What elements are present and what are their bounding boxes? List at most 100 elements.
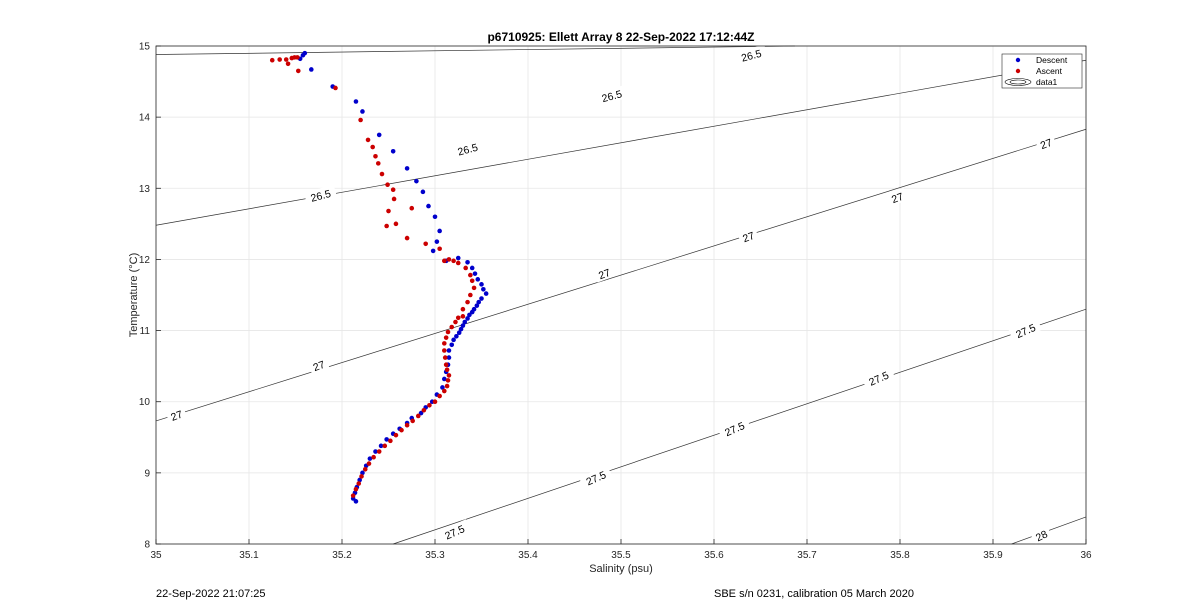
- descent-point: [472, 271, 478, 276]
- descent-point: [376, 132, 382, 138]
- legend-marker: [1015, 57, 1021, 63]
- ascent-point: [386, 208, 391, 214]
- density-contours: 26.5 26.5 26.5 26.5 27 27 27 27 27 27 27.5 27.5 27.5…: [155, 44, 1087, 545]
- descent-point: [414, 178, 419, 184]
- ascent-point: [437, 246, 442, 252]
- descent-point: [469, 309, 475, 315]
- descent-point: [360, 109, 365, 114]
- ascent-point: [393, 221, 399, 227]
- descent-point: [360, 470, 365, 476]
- ascent-point: [446, 373, 452, 378]
- y-tick-label: 10: [139, 397, 151, 408]
- descent-point: [309, 67, 314, 72]
- ascent-point: [444, 367, 450, 373]
- ascent-point: [442, 348, 447, 353]
- contour-label: 28: [1030, 525, 1053, 545]
- legend-marker: [1015, 68, 1021, 74]
- descent-point: [481, 287, 486, 292]
- descent-point: [456, 330, 462, 336]
- y-tick-label: 11: [140, 326, 151, 337]
- x-tick-label: 35.4: [518, 550, 538, 561]
- legend-label: Descent: [1036, 55, 1068, 65]
- series-descent: [297, 50, 489, 504]
- contour-label: 27: [737, 226, 760, 246]
- ascent-point: [415, 413, 421, 419]
- ascent-point: [370, 144, 375, 150]
- descent-point: [469, 265, 475, 271]
- contour-label-bg: [165, 405, 188, 425]
- descent-point: [465, 259, 470, 265]
- ascent-point: [460, 314, 466, 319]
- ascent-point: [285, 61, 291, 67]
- ascent-point: [371, 454, 376, 460]
- ascent-point: [443, 362, 449, 368]
- ascent-point: [460, 306, 466, 312]
- ascent-point: [350, 493, 356, 498]
- grid: [155, 45, 1087, 545]
- descent-point: [479, 296, 484, 301]
- contour-label-bg: [734, 44, 768, 66]
- ascent-point: [432, 399, 438, 405]
- descent-point: [451, 337, 456, 343]
- ascent-point: [277, 57, 282, 62]
- descent-point: [455, 255, 461, 261]
- descent-point: [390, 148, 396, 154]
- contour-label-bg: [1008, 317, 1043, 343]
- footer-calibration: SBE s/n 0231, calibration 05 March 2020: [714, 588, 914, 600]
- ascent-point: [468, 272, 473, 278]
- ascent-point: [442, 388, 447, 394]
- contour-label: 27: [307, 355, 330, 375]
- contour-label: 26.5: [303, 184, 338, 206]
- contour-label: 27.5: [1008, 317, 1043, 343]
- descent-point: [465, 316, 470, 321]
- descent-point: [474, 303, 480, 308]
- contour-label-bg: [578, 465, 613, 490]
- contour-label-bg: [1030, 525, 1053, 545]
- ascent-point: [453, 319, 458, 325]
- ascent-point: [390, 187, 396, 193]
- descent-point: [449, 342, 455, 348]
- descent-point: [418, 410, 424, 416]
- contour-label-text: 27: [169, 408, 184, 423]
- x-tick-label: 35: [150, 550, 162, 561]
- contour-label: 26.5: [595, 85, 629, 106]
- ascent-point: [442, 258, 447, 264]
- descent-point: [434, 239, 440, 244]
- x-tick-label: 35.5: [611, 550, 631, 561]
- ascent-point: [353, 486, 359, 492]
- contour-label: 27: [886, 187, 908, 207]
- ascent-point: [365, 137, 371, 143]
- y-tick-label: 13: [139, 184, 151, 195]
- ascent-point: [283, 57, 289, 62]
- ascent-point: [333, 85, 338, 91]
- contour-label: 27.5: [717, 416, 751, 441]
- contour-label: 27.5: [578, 465, 613, 490]
- ascent-point: [382, 443, 388, 449]
- descent-point: [426, 203, 431, 209]
- contour-label-text: 27: [890, 191, 905, 206]
- ascent-point: [393, 432, 399, 438]
- chart-title: p6710925: Ellett Array 8 22-Sep-2022 17:…: [487, 30, 754, 44]
- descent-point: [460, 323, 466, 328]
- ascent-point: [437, 393, 442, 399]
- x-tick-label: 35.6: [704, 550, 724, 561]
- descent-point: [353, 99, 359, 104]
- contour-label-bg: [717, 416, 751, 441]
- contour-label-bg: [737, 226, 760, 246]
- ascent-point: [388, 438, 393, 444]
- axis-ticks: 35 35.1 35.2 35.3 35.4 35.5 35.6 35.7 35.8 35.9 36…: [139, 42, 1092, 562]
- ascent-point: [444, 383, 450, 389]
- ascent-point: [404, 235, 410, 241]
- ascent-point: [449, 324, 455, 330]
- contour-line: [155, 128, 1087, 422]
- ascent-point: [442, 355, 448, 360]
- ascent-point: [455, 315, 461, 321]
- contour-label-text: 27: [312, 359, 327, 374]
- ascent-point: [376, 449, 382, 454]
- data-series: [269, 50, 489, 504]
- ascent-point: [427, 402, 432, 408]
- ascent-point: [385, 182, 390, 188]
- legend-contour-marker: [1009, 79, 1027, 85]
- descent-point: [446, 355, 452, 360]
